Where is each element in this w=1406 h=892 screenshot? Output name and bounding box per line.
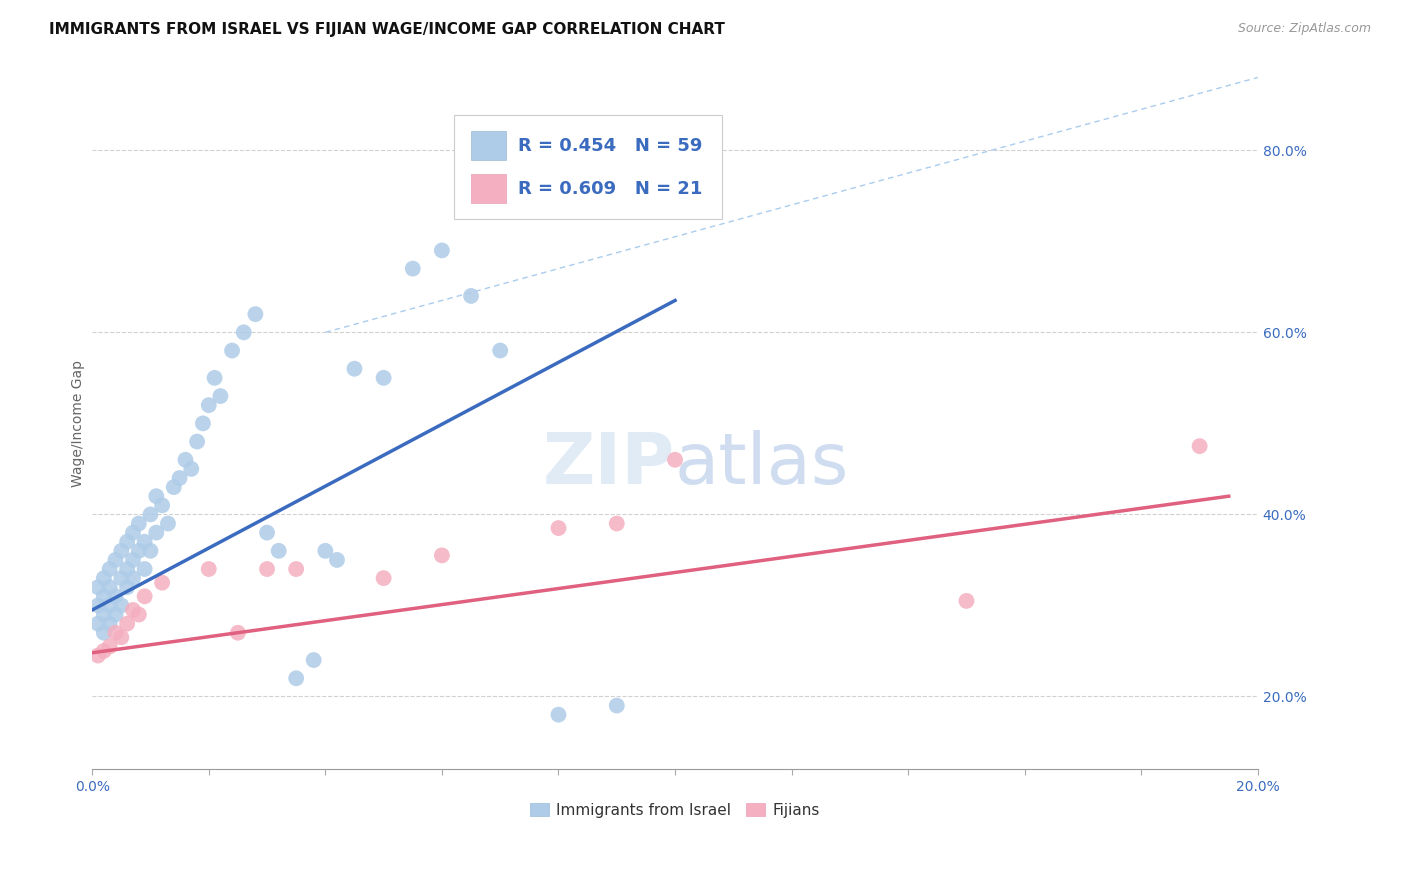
- Immigrants from Israel: [93, 571, 115, 585]
- Immigrants from Israel: [221, 343, 243, 358]
- Bar: [471, 131, 506, 161]
- Immigrants from Israel: [186, 434, 208, 449]
- Immigrants from Israel: [93, 625, 115, 640]
- Fijians: [373, 571, 395, 585]
- Immigrants from Israel: [110, 571, 132, 585]
- Fijians: [87, 648, 110, 663]
- Immigrants from Israel: [134, 562, 156, 576]
- Immigrants from Israel: [343, 361, 366, 376]
- Immigrants from Israel: [122, 525, 145, 540]
- Immigrants from Israel: [93, 590, 115, 604]
- Fijians: [606, 516, 628, 531]
- Immigrants from Israel: [139, 508, 162, 522]
- Immigrants from Israel: [606, 698, 628, 713]
- Bar: [471, 174, 506, 203]
- Immigrants from Israel: [93, 607, 115, 622]
- Immigrants from Israel: [115, 534, 138, 549]
- Immigrants from Israel: [104, 607, 127, 622]
- Immigrants from Israel: [302, 653, 325, 667]
- Fijians: [150, 575, 173, 590]
- Immigrants from Israel: [326, 553, 349, 567]
- Immigrants from Israel: [110, 544, 132, 558]
- Immigrants from Israel: [256, 525, 278, 540]
- Immigrants from Israel: [150, 498, 173, 512]
- Immigrants from Israel: [104, 590, 127, 604]
- Fijians: [134, 590, 156, 604]
- Immigrants from Israel: [314, 544, 336, 558]
- Fijians: [197, 562, 219, 576]
- Immigrants from Israel: [197, 398, 219, 412]
- Immigrants from Israel: [267, 544, 290, 558]
- Immigrants from Israel: [87, 580, 110, 594]
- Immigrants from Israel: [134, 534, 156, 549]
- Immigrants from Israel: [98, 599, 121, 613]
- Immigrants from Israel: [122, 571, 145, 585]
- Immigrants from Israel: [232, 326, 254, 340]
- Immigrants from Israel: [285, 671, 308, 685]
- Immigrants from Israel: [402, 261, 425, 276]
- Immigrants from Israel: [87, 599, 110, 613]
- Immigrants from Israel: [209, 389, 232, 403]
- Immigrants from Israel: [128, 544, 150, 558]
- Fijians: [256, 562, 278, 576]
- Fijians: [430, 549, 453, 563]
- Fijians: [128, 607, 150, 622]
- Text: atlas: atlas: [675, 430, 849, 500]
- Fijians: [285, 562, 308, 576]
- Text: Source: ZipAtlas.com: Source: ZipAtlas.com: [1237, 22, 1371, 36]
- Immigrants from Israel: [98, 562, 121, 576]
- Immigrants from Israel: [156, 516, 179, 531]
- Immigrants from Israel: [180, 462, 202, 476]
- Immigrants from Israel: [489, 343, 512, 358]
- Text: IMMIGRANTS FROM ISRAEL VS FIJIAN WAGE/INCOME GAP CORRELATION CHART: IMMIGRANTS FROM ISRAEL VS FIJIAN WAGE/IN…: [49, 22, 725, 37]
- Legend: Immigrants from Israel, Fijians: Immigrants from Israel, Fijians: [524, 797, 825, 824]
- Immigrants from Israel: [145, 525, 167, 540]
- Immigrants from Israel: [128, 516, 150, 531]
- Text: R = 0.454   N = 59: R = 0.454 N = 59: [517, 137, 702, 155]
- Fijians: [93, 644, 115, 658]
- Immigrants from Israel: [145, 489, 167, 503]
- Immigrants from Israel: [163, 480, 186, 494]
- Immigrants from Israel: [430, 244, 453, 258]
- Fijians: [664, 452, 686, 467]
- Immigrants from Israel: [245, 307, 267, 321]
- Text: R = 0.609   N = 21: R = 0.609 N = 21: [517, 180, 702, 198]
- Immigrants from Israel: [460, 289, 482, 303]
- Immigrants from Israel: [87, 616, 110, 631]
- Immigrants from Israel: [373, 371, 395, 385]
- Y-axis label: Wage/Income Gap: Wage/Income Gap: [72, 359, 86, 487]
- Immigrants from Israel: [204, 371, 226, 385]
- Immigrants from Israel: [122, 553, 145, 567]
- FancyBboxPatch shape: [454, 115, 721, 219]
- Immigrants from Israel: [547, 707, 569, 722]
- Fijians: [122, 603, 145, 617]
- Fijians: [104, 625, 127, 640]
- Fijians: [1188, 439, 1211, 453]
- Text: ZIP: ZIP: [543, 430, 675, 500]
- Immigrants from Israel: [115, 580, 138, 594]
- Fijians: [547, 521, 569, 535]
- Fijians: [115, 616, 138, 631]
- Immigrants from Israel: [98, 580, 121, 594]
- Fijians: [110, 630, 132, 644]
- Immigrants from Israel: [169, 471, 191, 485]
- Immigrants from Israel: [104, 553, 127, 567]
- Immigrants from Israel: [115, 562, 138, 576]
- Immigrants from Israel: [174, 452, 197, 467]
- Fijians: [226, 625, 249, 640]
- Fijians: [955, 594, 977, 608]
- Immigrants from Israel: [98, 616, 121, 631]
- Fijians: [98, 640, 121, 654]
- Immigrants from Israel: [139, 544, 162, 558]
- Immigrants from Israel: [110, 599, 132, 613]
- Immigrants from Israel: [191, 417, 214, 431]
